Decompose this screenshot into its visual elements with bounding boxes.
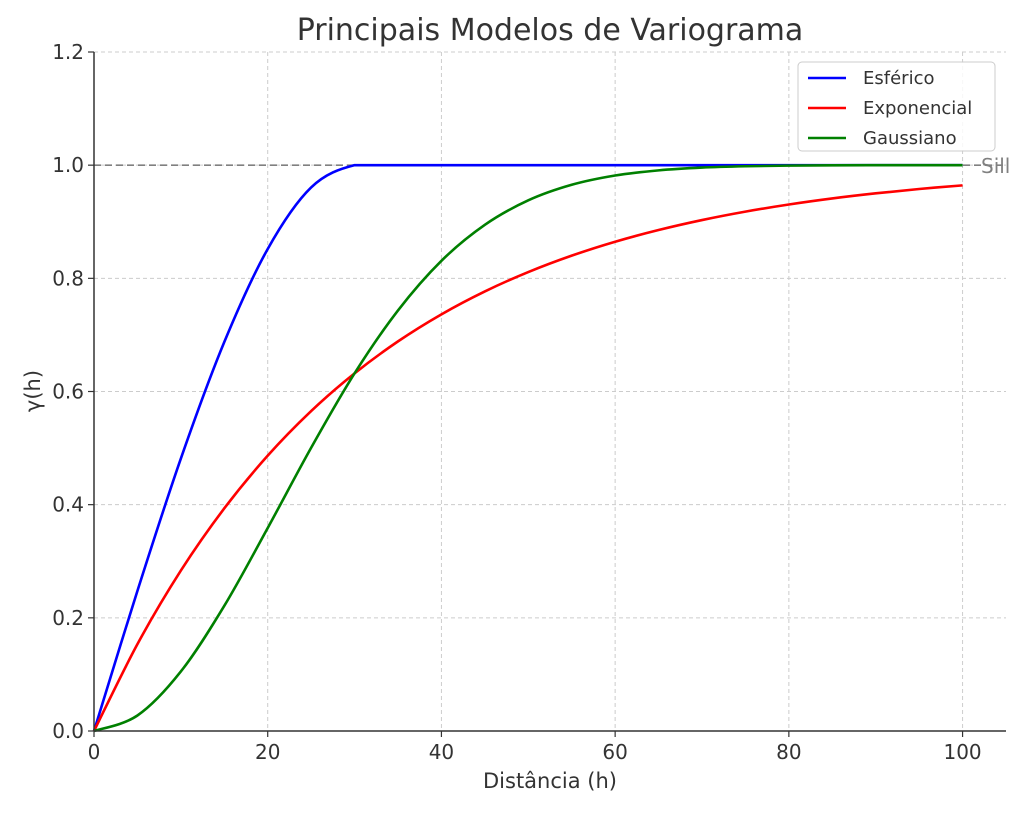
- x-tick-label: 0: [88, 740, 101, 764]
- series-line-1: [92, 184, 963, 732]
- legend-label: Gaussiano: [863, 128, 957, 149]
- series-lines: [92, 163, 963, 733]
- y-tick-label: 0.4: [52, 493, 84, 517]
- y-tick-label: 0.0: [52, 719, 84, 743]
- x-tick-label: 80: [776, 740, 801, 764]
- y-tick-label: 0.6: [52, 380, 84, 404]
- legend-box: [797, 61, 996, 152]
- x-axis-label: Distância (h): [483, 769, 617, 793]
- series-line-0: [92, 163, 963, 732]
- legend-label: Esférico: [863, 68, 934, 89]
- legend: Esférico Exponencial Gaussiano: [797, 61, 996, 152]
- x-tick-label: 60: [602, 740, 627, 764]
- y-tick-label: 0.2: [52, 606, 84, 630]
- legend-label: Exponencial: [863, 98, 972, 119]
- y-tick-label: 0.8: [52, 266, 84, 290]
- y-axis-label: γ(h): [21, 370, 45, 412]
- series-line-2: [93, 163, 963, 733]
- x-tick-label: 20: [255, 740, 280, 764]
- y-tick-label: 1.0: [52, 153, 84, 177]
- grid: [93, 51, 1006, 732]
- sill-label: Sill: [981, 154, 1010, 178]
- x-tick-label: 100: [943, 740, 981, 764]
- x-tick-label: 40: [429, 740, 454, 764]
- y-tick-label: 1.2: [52, 40, 84, 64]
- axes: 0 20 40 60 80 100 0.0 0.2 0.4 0.6 0.8 1.0 1.2: [52, 40, 1006, 764]
- chart-title: Principais Modelos de Variograma: [297, 13, 804, 48]
